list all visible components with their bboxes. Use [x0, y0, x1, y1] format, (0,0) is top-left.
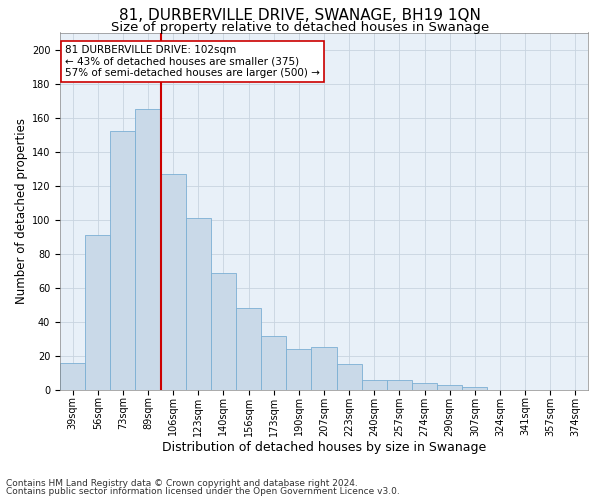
Text: 81 DURBERVILLE DRIVE: 102sqm
← 43% of detached houses are smaller (375)
57% of s: 81 DURBERVILLE DRIVE: 102sqm ← 43% of de… [65, 45, 320, 78]
Bar [60, 363, 85, 390]
Bar [161, 174, 186, 390]
Bar [110, 131, 136, 390]
X-axis label: Distribution of detached houses by size in Swanage: Distribution of detached houses by size … [162, 442, 486, 454]
Y-axis label: Number of detached properties: Number of detached properties [14, 118, 28, 304]
Text: Contains HM Land Registry data © Crown copyright and database right 2024.: Contains HM Land Registry data © Crown c… [6, 478, 358, 488]
Bar [387, 380, 412, 390]
Bar [236, 308, 261, 390]
Bar [85, 235, 110, 390]
Bar [136, 109, 161, 390]
Bar [211, 272, 236, 390]
Bar [186, 218, 211, 390]
Bar [462, 386, 487, 390]
Bar [412, 383, 437, 390]
Bar [362, 380, 387, 390]
Bar [286, 349, 311, 390]
Text: 81, DURBERVILLE DRIVE, SWANAGE, BH19 1QN: 81, DURBERVILLE DRIVE, SWANAGE, BH19 1QN [119, 8, 481, 22]
Bar [337, 364, 362, 390]
Bar [261, 336, 286, 390]
Bar [311, 348, 337, 390]
Bar [437, 385, 462, 390]
Text: Size of property relative to detached houses in Swanage: Size of property relative to detached ho… [111, 21, 489, 34]
Text: Contains public sector information licensed under the Open Government Licence v3: Contains public sector information licen… [6, 487, 400, 496]
